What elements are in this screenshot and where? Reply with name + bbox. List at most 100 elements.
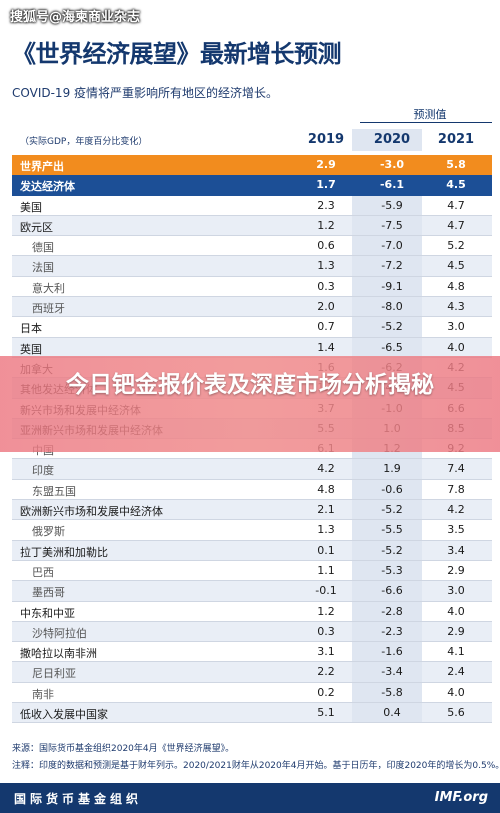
column-shade <box>352 215 422 236</box>
column-shade <box>352 642 422 662</box>
subtitle: COVID-19 疫情将严重影响所有地区的经济增长。 <box>12 86 279 100</box>
cell-value: -6.5 <box>381 340 403 354</box>
column-shade <box>352 601 422 621</box>
cell-value: 4.7 <box>447 198 465 212</box>
table-row: 东盟五国 4.8 -0.6 7.8 <box>12 479 492 501</box>
cell-value: 4.0 <box>447 340 465 354</box>
cell-value: -7.2 <box>381 259 403 273</box>
cell-value: 1.3 <box>317 523 335 537</box>
cell-value: 2.9 <box>447 563 465 577</box>
cell-value: 5.1 <box>317 706 335 720</box>
cell-value: 1.2 <box>317 604 335 618</box>
row-label: 意大利 <box>32 281 65 295</box>
column-shade <box>352 195 422 215</box>
table-row: 俄罗斯 1.3 -5.5 3.5 <box>12 520 492 541</box>
cell-value: 1.1 <box>317 563 335 577</box>
cell-value: -2.8 <box>381 604 403 618</box>
row-label: 欧洲新兴市场和发展中经济体 <box>20 505 163 519</box>
column-shade <box>352 276 422 297</box>
row-label: 发达经济体 <box>20 180 75 194</box>
page-title: 《世界经济展望》最新增长预测 <box>12 40 342 68</box>
cell-value: 2.0 <box>317 300 335 314</box>
cell-value: 5.2 <box>447 239 465 253</box>
cell-value: 3.0 <box>447 320 465 334</box>
column-shade <box>352 297 422 317</box>
cell-value: 4.7 <box>447 218 465 232</box>
cell-value: 4.0 <box>447 685 465 699</box>
column-shade <box>352 256 422 276</box>
column-shade <box>352 337 422 357</box>
cell-value: 1.2 <box>317 218 335 232</box>
cell-value: -0.1 <box>315 584 337 598</box>
cell-value: 3.4 <box>447 543 465 557</box>
footnote: 注释：印度的数据和预测是基于财年列示。2020/2021财年从2020年4月开始… <box>12 761 500 771</box>
cell-value: 2.2 <box>317 665 335 679</box>
cell-value: -5.3 <box>381 563 403 577</box>
column-shade <box>352 621 422 642</box>
cell-value: -8.0 <box>381 300 403 314</box>
column-shade <box>352 560 422 581</box>
table-row: 欧洲新兴市场和发展中经济体 2.1 -5.2 4.2 <box>12 500 492 521</box>
cell-value: -9.1 <box>381 279 403 293</box>
cell-value: 4.2 <box>447 503 465 517</box>
cell-value: -7.5 <box>381 218 403 232</box>
cell-value: 4.8 <box>317 482 335 496</box>
table-row: 撒哈拉以南非洲 3.1 -1.6 4.1 <box>12 642 492 663</box>
table-row: 墨西哥 -0.1 -6.6 3.0 <box>12 581 492 602</box>
row-label: 印度 <box>32 464 54 478</box>
cell-value: 1.4 <box>317 340 335 354</box>
cell-value: -6.1 <box>379 178 405 192</box>
cell-value: 3.5 <box>447 523 465 537</box>
cell-value: 1.7 <box>316 178 336 192</box>
column-shade <box>352 581 422 601</box>
row-label: 德国 <box>32 241 54 255</box>
cell-value: 2.1 <box>317 503 335 517</box>
cell-value: 1.9 <box>383 462 401 476</box>
cell-value: -5.2 <box>381 320 403 334</box>
cell-value: -3.4 <box>381 665 403 679</box>
table-row: 意大利 0.3 -9.1 4.8 <box>12 276 492 298</box>
row-label: 中东和中亚 <box>20 606 75 620</box>
cell-value: 5.8 <box>446 158 466 171</box>
column-shade <box>352 317 422 337</box>
year-header: 2019 <box>307 132 345 147</box>
cell-value: -2.3 <box>381 624 403 638</box>
cell-value: 7.4 <box>447 462 465 476</box>
source-note: 来源：国际货币基金组织2020年4月《世界经济展望》。 <box>12 744 235 754</box>
table-row: 西班牙 2.0 -8.0 4.3 <box>12 297 492 318</box>
column-shade <box>352 662 422 682</box>
table-row: 尼日利亚 2.2 -3.4 2.4 <box>12 662 492 683</box>
table-row: 世界产出 2.9 -3.0 5.8 <box>12 155 492 176</box>
cell-value: 2.9 <box>316 158 336 171</box>
title-banner: 今日钯金报价表及深度市场分析揭秘 <box>0 356 500 452</box>
cell-value: -6.6 <box>381 584 403 598</box>
cell-value: 5.6 <box>447 706 465 720</box>
table-row: 英国 1.4 -6.5 4.0 <box>12 337 492 358</box>
cell-value: 4.0 <box>447 604 465 618</box>
cell-value: -3.0 <box>379 158 405 171</box>
column-shade <box>352 236 422 256</box>
footer-site-link[interactable]: IMF.org <box>434 790 488 805</box>
year-header: 2020 <box>373 132 411 147</box>
row-label: 东盟五国 <box>32 484 76 498</box>
column-shade <box>352 703 422 723</box>
row-label: 拉丁美洲和加勒比 <box>20 545 108 559</box>
projection-divider <box>360 122 492 123</box>
cell-value: 1.3 <box>317 259 335 273</box>
cell-value: 0.7 <box>317 320 335 334</box>
cell-value: 4.1 <box>447 645 465 659</box>
cell-value: 4.3 <box>447 300 465 314</box>
row-label: 巴西 <box>32 565 54 579</box>
row-label: 低收入发展中国家 <box>20 708 108 722</box>
cell-value: -5.9 <box>381 198 403 212</box>
table-row: 美国 2.3 -5.9 4.7 <box>12 195 492 216</box>
column-shade <box>352 520 422 540</box>
row-label: 西班牙 <box>32 302 65 316</box>
cell-value: 0.3 <box>317 279 335 293</box>
table-row: 法国 1.3 -7.2 4.5 <box>12 256 492 277</box>
footer-org: 国际货币基金组织 <box>14 792 143 806</box>
row-label: 南非 <box>32 687 54 701</box>
row-label: 日本 <box>20 322 42 336</box>
table-row: 中东和中亚 1.2 -2.8 4.0 <box>12 601 492 622</box>
cell-value: 2.4 <box>447 665 465 679</box>
